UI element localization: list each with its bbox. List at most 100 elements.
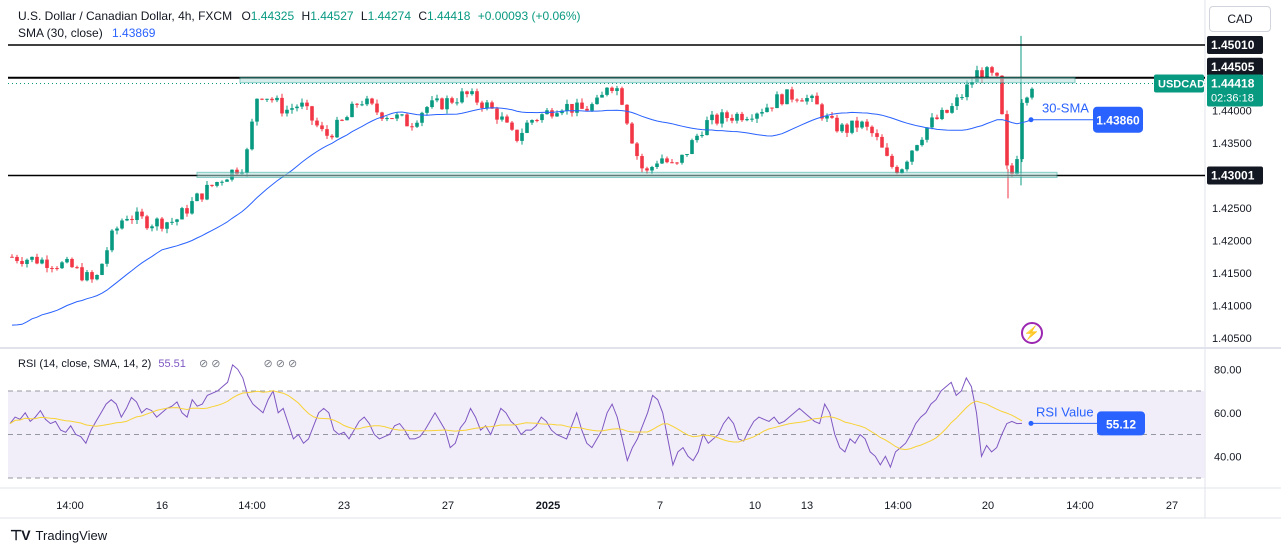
candle-body — [715, 114, 719, 124]
candle-body — [710, 114, 714, 121]
candle — [315, 117, 319, 128]
candle — [475, 88, 479, 106]
candle-body — [940, 109, 944, 120]
candle-body — [320, 125, 324, 130]
candle — [740, 111, 744, 122]
candle-body — [525, 122, 529, 133]
candle-body — [800, 100, 804, 102]
candle — [815, 92, 819, 105]
candle — [80, 262, 84, 282]
candle-body — [630, 123, 634, 144]
candle-body — [150, 226, 154, 229]
candle-body — [385, 118, 389, 120]
rsi-eye-icon[interactable]: ⊘ ⊘ — [198, 358, 221, 370]
price-tick-label: 1.41500 — [1212, 268, 1252, 280]
candle-body — [830, 116, 834, 118]
candle-body — [125, 218, 129, 221]
candle — [195, 192, 199, 202]
candle-body — [1010, 165, 1014, 175]
candle — [65, 256, 69, 264]
price-tick-label: 1.44000 — [1212, 106, 1252, 118]
candle-body — [60, 262, 64, 269]
candle-body — [110, 230, 114, 251]
candle-body — [910, 150, 914, 162]
time-tick-label: 16 — [156, 500, 168, 512]
candle-body — [950, 106, 954, 113]
candle — [540, 113, 544, 123]
lightning-icon[interactable]: ⚡ — [1021, 322, 1043, 344]
candle — [500, 112, 504, 122]
candle — [515, 129, 519, 143]
candle-body — [590, 104, 594, 111]
candle — [155, 217, 159, 231]
candle-body — [255, 98, 259, 122]
candle — [520, 128, 524, 145]
candle-body — [560, 110, 564, 114]
candle-body — [350, 103, 354, 118]
candle-body — [435, 98, 439, 101]
candle — [860, 120, 864, 130]
candle — [770, 107, 774, 112]
candle — [865, 119, 869, 131]
candle-body — [315, 120, 319, 126]
candle — [660, 154, 664, 164]
candle-body — [440, 98, 444, 110]
sma-value: 1.43869 — [112, 26, 156, 40]
candle — [280, 93, 284, 117]
candle-body — [850, 120, 854, 133]
candle — [570, 103, 574, 117]
candle-body — [625, 104, 629, 124]
candle-body — [990, 67, 994, 73]
candle — [920, 137, 924, 147]
candle — [510, 120, 514, 131]
candle-body — [420, 112, 424, 123]
currency-selector[interactable]: CAD — [1209, 6, 1271, 32]
candle — [505, 114, 509, 123]
candle-body — [400, 114, 404, 116]
candle — [215, 181, 219, 188]
candle-body — [10, 256, 14, 258]
candle-body — [885, 147, 889, 156]
price-tick-label: 1.40500 — [1212, 333, 1252, 345]
candle — [750, 114, 754, 122]
rsi-value: 55.51 — [158, 358, 186, 370]
candle — [375, 99, 379, 116]
rsi-settings-icons[interactable]: ⊘ ⊘ ⊘ — [263, 358, 298, 370]
candle — [810, 94, 814, 103]
candle — [700, 131, 704, 138]
rsi-legend[interactable]: RSI (14, close, SMA, 14, 2) 55.51 ⊘ ⊘ ⊘ … — [18, 357, 297, 370]
candle-body — [750, 118, 754, 120]
candle — [480, 100, 484, 112]
candle-body — [285, 109, 289, 114]
candle — [930, 113, 934, 130]
candle-body — [115, 228, 119, 231]
candle-body — [30, 256, 34, 260]
open-label: O — [241, 9, 251, 23]
candle — [305, 99, 309, 110]
candle — [535, 118, 539, 123]
candle-body — [310, 106, 314, 121]
candle-body — [835, 117, 839, 132]
candle — [370, 97, 374, 106]
candle-body — [770, 107, 774, 109]
candle-body — [975, 70, 979, 83]
candle-body — [100, 263, 104, 275]
price-tick-label: 1.43500 — [1212, 138, 1252, 150]
sma-label: SMA (30, close) — [18, 26, 103, 40]
price-label-1.44505: 1.44505 — [1211, 60, 1255, 74]
symbol-tag: USDCAD — [1158, 78, 1205, 90]
candle — [70, 257, 74, 268]
candle — [140, 208, 144, 219]
candle-body — [855, 120, 859, 128]
candle-body — [815, 95, 819, 105]
candle — [615, 85, 619, 96]
candle — [30, 256, 34, 263]
candle — [410, 122, 414, 131]
candle — [780, 93, 784, 106]
candle-body — [675, 162, 679, 164]
sma-legend[interactable]: SMA (30, close) 1.43869 — [18, 26, 155, 40]
candle — [845, 123, 849, 138]
candle-body — [795, 99, 799, 101]
candle-body — [890, 155, 894, 167]
